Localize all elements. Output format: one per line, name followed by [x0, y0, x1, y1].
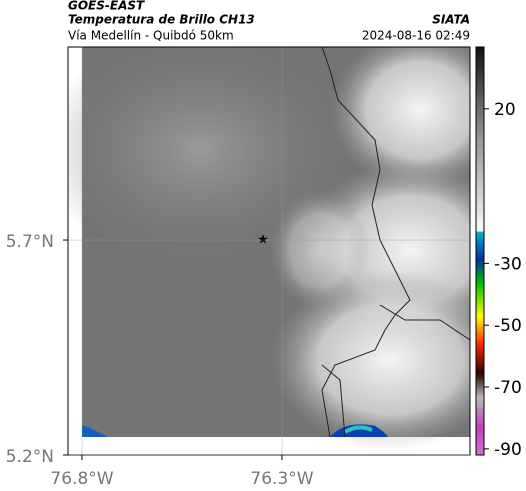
lon-tick-label: 76.3°W: [250, 469, 313, 489]
org: SIATA: [432, 13, 470, 27]
colorbar-tick-label: 20: [494, 100, 516, 120]
colorbar-tick-label: -90: [494, 440, 522, 460]
colorbar-tick-label: -50: [494, 316, 522, 336]
title: Temperatura de Brillo CH13: [68, 13, 255, 27]
lat-tick-label: 5.7°N: [6, 232, 54, 252]
subtitle: Vía Medellín - Quibdó 50km: [68, 29, 234, 43]
colorbar: [475, 46, 485, 456]
colorbar-tick-label: -70: [494, 378, 522, 398]
lon-tick-label: 76.8°W: [50, 469, 113, 489]
lat-tick-label: 5.2°N: [6, 447, 54, 467]
satellite-image: ★: [68, 47, 470, 455]
colorbar-tick-label: -30: [494, 254, 522, 274]
timestamp: 2024-08-16 02:49: [362, 29, 470, 43]
source: GOES-EAST: [68, 0, 145, 13]
